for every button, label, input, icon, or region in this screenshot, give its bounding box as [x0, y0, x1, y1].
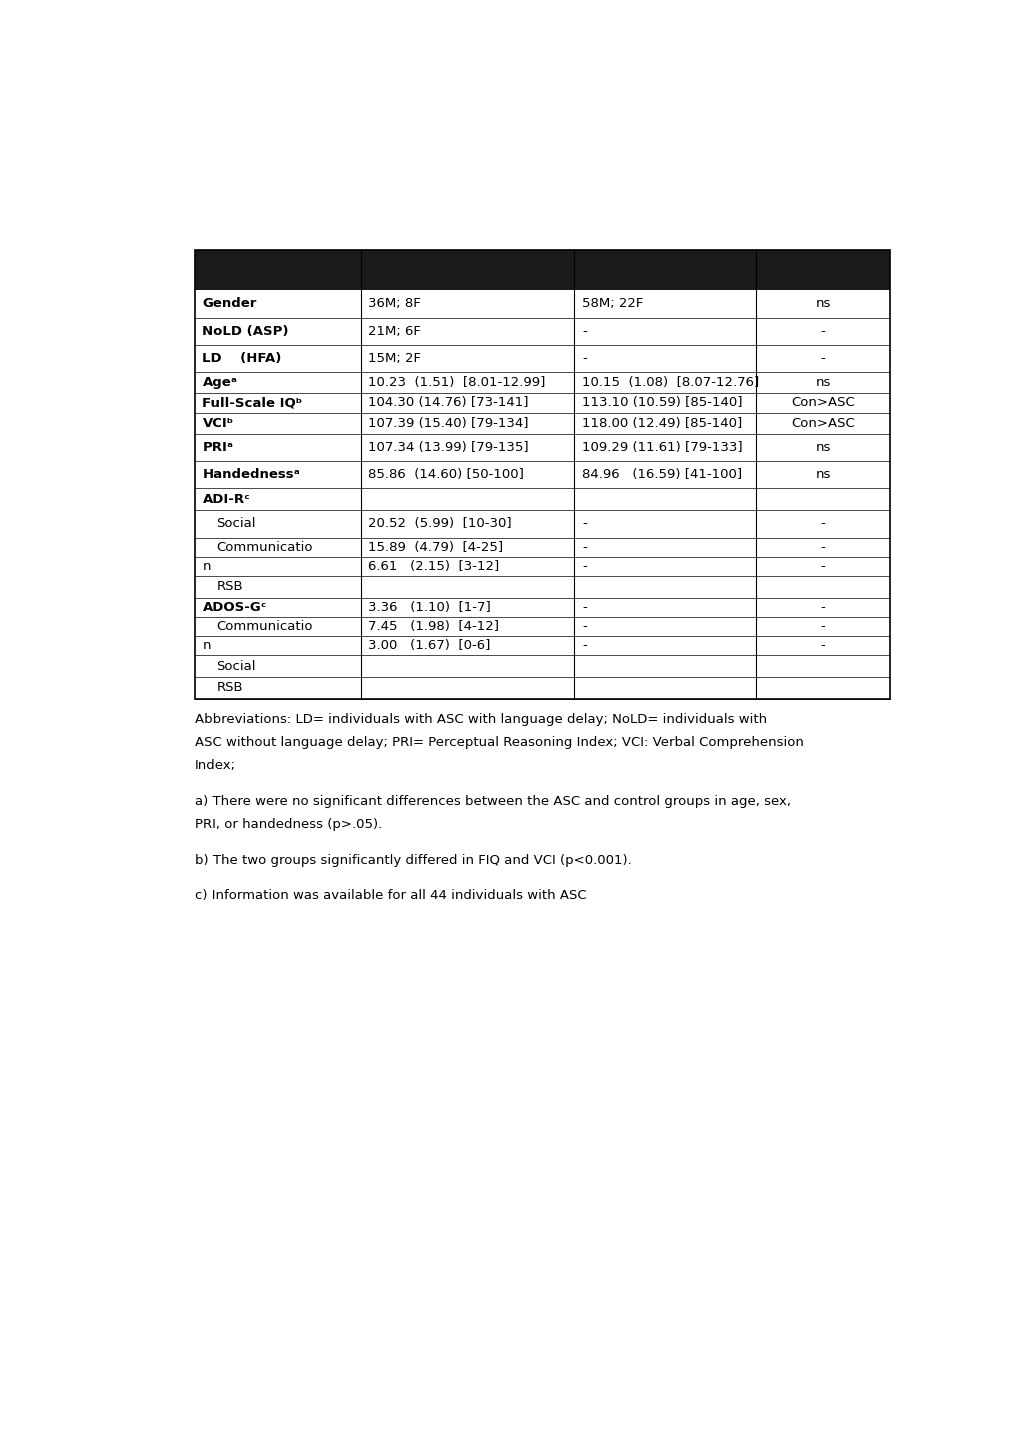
Text: 6.61   (2.15)  [3-12]: 6.61 (2.15) [3-12]	[368, 560, 499, 573]
Text: -: -	[820, 541, 824, 554]
Text: c) Information was available for all 44 individuals with ASC: c) Information was available for all 44 …	[195, 889, 586, 902]
Text: ns: ns	[814, 468, 830, 481]
Text: n: n	[202, 639, 211, 652]
Text: ADI-Rᶜ: ADI-Rᶜ	[202, 494, 250, 506]
Text: RSB: RSB	[216, 580, 243, 593]
Text: -: -	[820, 352, 824, 365]
Text: -: -	[820, 560, 824, 573]
Text: -: -	[581, 325, 586, 338]
Text: Communicatio: Communicatio	[216, 541, 313, 554]
Text: -: -	[820, 518, 824, 531]
Text: 20.52  (5.99)  [10-30]: 20.52 (5.99) [10-30]	[368, 518, 512, 531]
Text: n: n	[202, 560, 211, 573]
Text: VCIᵇ: VCIᵇ	[202, 417, 233, 430]
Text: 58M; 22F: 58M; 22F	[581, 297, 643, 310]
Text: Gender: Gender	[202, 297, 257, 310]
Text: ns: ns	[814, 377, 830, 390]
Text: Ageᵃ: Ageᵃ	[202, 377, 237, 390]
Bar	[195, 250, 890, 698]
Text: 85.86  (14.60) [50-100]: 85.86 (14.60) [50-100]	[368, 468, 524, 481]
Text: ns: ns	[814, 442, 830, 455]
Text: 84.96   (16.59) [41-100]: 84.96 (16.59) [41-100]	[581, 468, 741, 481]
Text: NoLD (ASP): NoLD (ASP)	[202, 325, 288, 338]
Text: ns: ns	[814, 297, 830, 310]
Text: Abbreviations: LD= individuals with ASC with language delay; NoLD= individuals w: Abbreviations: LD= individuals with ASC …	[195, 713, 766, 726]
Text: PRI, or handedness (p>.05).: PRI, or handedness (p>.05).	[195, 818, 381, 831]
Text: 10.23  (1.51)  [8.01-12.99]: 10.23 (1.51) [8.01-12.99]	[368, 377, 545, 390]
Text: 109.29 (11.61) [79-133]: 109.29 (11.61) [79-133]	[581, 442, 742, 455]
Text: -: -	[581, 352, 586, 365]
Text: -: -	[820, 639, 824, 652]
Text: ASC without language delay; PRI= Perceptual Reasoning Index; VCI: Verbal Compreh: ASC without language delay; PRI= Percept…	[195, 736, 803, 749]
Text: Index;: Index;	[195, 759, 235, 772]
Text: Con>ASC: Con>ASC	[791, 397, 854, 410]
Text: 10.15  (1.08)  [8.07-12.76]: 10.15 (1.08) [8.07-12.76]	[581, 377, 758, 390]
Text: -: -	[581, 541, 586, 554]
Text: 3.36   (1.10)  [1-7]: 3.36 (1.10) [1-7]	[368, 600, 491, 613]
Text: -: -	[581, 518, 586, 531]
Text: Con>ASC: Con>ASC	[791, 417, 854, 430]
Text: 118.00 (12.49) [85-140]: 118.00 (12.49) [85-140]	[581, 417, 742, 430]
Bar	[195, 250, 890, 290]
Text: ADOS-Gᶜ: ADOS-Gᶜ	[202, 600, 266, 613]
Text: 107.34 (13.99) [79-135]: 107.34 (13.99) [79-135]	[368, 442, 529, 455]
Text: -: -	[581, 560, 586, 573]
Text: 36M; 8F: 36M; 8F	[368, 297, 421, 310]
Text: Social: Social	[216, 518, 256, 531]
Text: -: -	[820, 600, 824, 613]
Text: 15M; 2F: 15M; 2F	[368, 352, 421, 365]
Text: 113.10 (10.59) [85-140]: 113.10 (10.59) [85-140]	[581, 397, 742, 410]
Text: Handednessᵃ: Handednessᵃ	[202, 468, 300, 481]
Text: 21M; 6F: 21M; 6F	[368, 325, 421, 338]
Text: 7.45   (1.98)  [4-12]: 7.45 (1.98) [4-12]	[368, 620, 499, 633]
Text: -: -	[820, 325, 824, 338]
Text: 107.39 (15.40) [79-134]: 107.39 (15.40) [79-134]	[368, 417, 529, 430]
Text: LD    (HFA): LD (HFA)	[202, 352, 281, 365]
Text: -: -	[581, 620, 586, 633]
Text: a) There were no significant differences between the ASC and control groups in a: a) There were no significant differences…	[195, 795, 790, 808]
Text: Full-Scale IQᵇ: Full-Scale IQᵇ	[202, 397, 303, 410]
Text: 3.00   (1.67)  [0-6]: 3.00 (1.67) [0-6]	[368, 639, 490, 652]
Text: -: -	[581, 639, 586, 652]
Text: PRIᵃ: PRIᵃ	[202, 442, 233, 455]
Text: RSB: RSB	[216, 681, 243, 694]
Text: -: -	[820, 620, 824, 633]
Text: b) The two groups significantly differed in FIQ and VCI (p<0.001).: b) The two groups significantly differed…	[195, 854, 631, 867]
Text: 15.89  (4.79)  [4-25]: 15.89 (4.79) [4-25]	[368, 541, 503, 554]
Text: Social: Social	[216, 659, 256, 672]
Text: 104.30 (14.76) [73-141]: 104.30 (14.76) [73-141]	[368, 397, 529, 410]
Text: Communicatio: Communicatio	[216, 620, 313, 633]
Text: -: -	[581, 600, 586, 613]
